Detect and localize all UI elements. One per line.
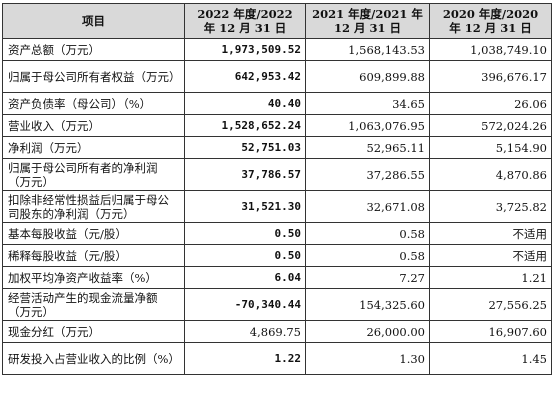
value-2021: 0.58	[305, 222, 430, 245]
value-2022: 37,786.57	[184, 158, 306, 191]
value-2021: 154,325.60	[305, 288, 430, 321]
row-label: 资产负债率（母公司）（%）	[2, 92, 185, 115]
row-label: 归属于母公司所有者的净利润（万元）	[2, 158, 185, 191]
value-2022: 6.04	[184, 266, 306, 289]
value-2021: 609,899.88	[305, 60, 430, 93]
header-2022: 2022 年度/2022 年 12 月 31 日	[184, 3, 306, 39]
value-2022: 642,953.42	[184, 60, 306, 93]
value-2020: 396,676.17	[429, 60, 552, 93]
value-2021: 32,671.08	[305, 190, 430, 223]
row-label: 归属于母公司所有者权益（万元）	[2, 60, 185, 93]
header-2021: 2021 年度/2021 年 12 月 31 日	[305, 3, 430, 39]
table-row: 扣除非经常性损益后归属于母公司股东的净利润（万元） 31,521.30 32,6…	[2, 190, 552, 223]
table-row: 归属于母公司所有者的净利润（万元） 37,786.57 37,286.55 4,…	[2, 158, 552, 191]
value-2020: 4,870.86	[429, 158, 552, 191]
table-row: 归属于母公司所有者权益（万元） 642,953.42 609,899.88 39…	[2, 60, 552, 93]
table-header-row: 项目 2022 年度/2022 年 12 月 31 日 2021 年度/2021…	[2, 3, 552, 39]
financial-data-table: 项目 2022 年度/2022 年 12 月 31 日 2021 年度/2021…	[2, 3, 552, 375]
value-2020: 26.06	[429, 92, 552, 115]
value-2020: 16,907.60	[429, 320, 552, 343]
row-label: 研发投入占营业收入的比例（%）	[2, 342, 185, 375]
value-2021: 1,568,143.53	[305, 38, 430, 61]
table-row: 净利润（万元） 52,751.03 52,965.11 5,154.90	[2, 136, 552, 159]
value-2020: 不适用	[429, 244, 552, 267]
value-2021: 37,286.55	[305, 158, 430, 191]
table-row: 营业收入（万元） 1,528,652.24 1,063,076.95 572,0…	[2, 114, 552, 137]
row-label: 基本每股收益（元/股）	[2, 222, 185, 245]
value-2022: 1,973,509.52	[184, 38, 306, 61]
value-2020: 572,024.26	[429, 114, 552, 137]
value-2022: 31,521.30	[184, 190, 306, 223]
value-2020: 5,154.90	[429, 136, 552, 159]
value-2020: 1,038,749.10	[429, 38, 552, 61]
row-label: 现金分红（万元）	[2, 320, 185, 343]
value-2021: 26,000.00	[305, 320, 430, 343]
value-2020: 1.21	[429, 266, 552, 289]
value-2020: 27,556.25	[429, 288, 552, 321]
table-row: 资产负债率（母公司）（%） 40.40 34.65 26.06	[2, 92, 552, 115]
row-label: 营业收入（万元）	[2, 114, 185, 137]
value-2022: 4,869.75	[184, 320, 306, 343]
value-2021: 7.27	[305, 266, 430, 289]
row-label: 净利润（万元）	[2, 136, 185, 159]
table-row: 加权平均净资产收益率（%） 6.04 7.27 1.21	[2, 266, 552, 289]
table-row: 研发投入占营业收入的比例（%） 1.22 1.30 1.45	[2, 342, 552, 375]
header-2020: 2020 年度/2020 年 12 月 31 日	[429, 3, 552, 39]
value-2020: 不适用	[429, 222, 552, 245]
value-2022: 0.50	[184, 222, 306, 245]
row-label: 加权平均净资产收益率（%）	[2, 266, 185, 289]
value-2021: 1.30	[305, 342, 430, 375]
table-row: 资产总额（万元） 1,973,509.52 1,568,143.53 1,038…	[2, 38, 552, 61]
table-row: 经营活动产生的现金流量净额（万元） -70,340.44 154,325.60 …	[2, 288, 552, 321]
value-2021: 34.65	[305, 92, 430, 115]
row-label: 资产总额（万元）	[2, 38, 185, 61]
value-2021: 52,965.11	[305, 136, 430, 159]
table-row: 稀释每股收益（元/股） 0.50 0.58 不适用	[2, 244, 552, 267]
value-2021: 1,063,076.95	[305, 114, 430, 137]
table-row: 基本每股收益（元/股） 0.50 0.58 不适用	[2, 222, 552, 245]
value-2022: 40.40	[184, 92, 306, 115]
value-2021: 0.58	[305, 244, 430, 267]
value-2022: 1.22	[184, 342, 306, 375]
value-2020: 1.45	[429, 342, 552, 375]
table-row: 现金分红（万元） 4,869.75 26,000.00 16,907.60	[2, 320, 552, 343]
row-label: 经营活动产生的现金流量净额（万元）	[2, 288, 185, 321]
value-2020: 3,725.82	[429, 190, 552, 223]
value-2022: 1,528,652.24	[184, 114, 306, 137]
value-2022: -70,340.44	[184, 288, 306, 321]
value-2022: 0.50	[184, 244, 306, 267]
row-label: 扣除非经常性损益后归属于母公司股东的净利润（万元）	[2, 190, 185, 223]
value-2022: 52,751.03	[184, 136, 306, 159]
row-label: 稀释每股收益（元/股）	[2, 244, 185, 267]
header-item: 项目	[2, 3, 185, 39]
